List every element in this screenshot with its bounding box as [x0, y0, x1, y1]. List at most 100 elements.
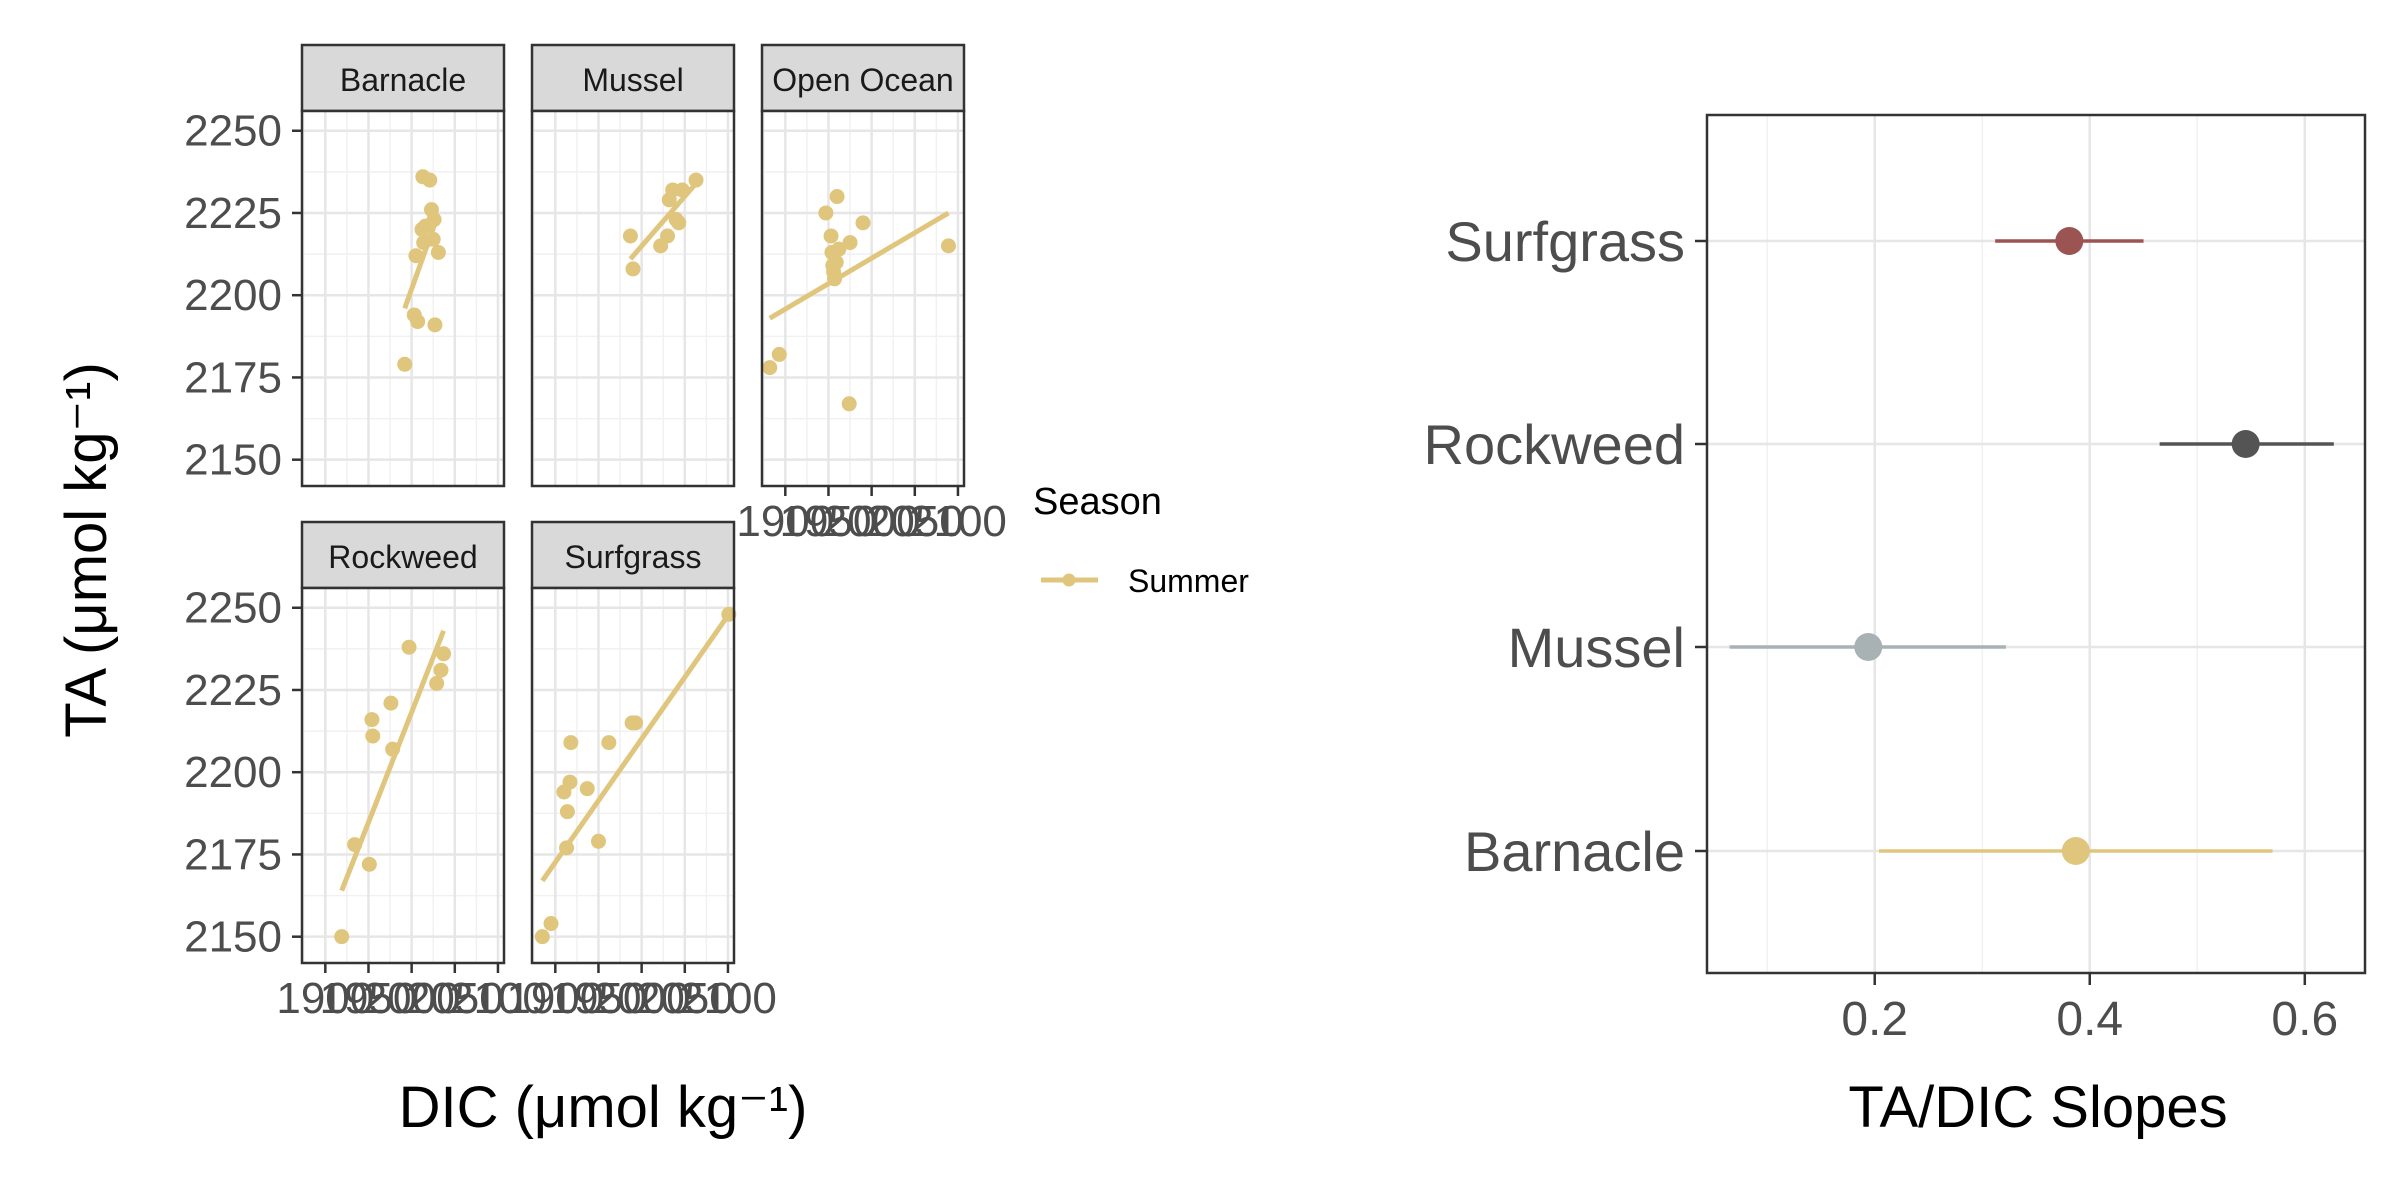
panel-mussel: Mussel: [530, 43, 736, 488]
y-tick-label: 2175: [184, 353, 282, 402]
point-mussel-1: [625, 261, 641, 277]
legend: Season Summer: [1033, 481, 1249, 599]
point-surfgrass-1: [543, 916, 559, 932]
point-barnacle-8: [422, 172, 438, 188]
y-tick-label: 2200: [184, 271, 282, 320]
point-estimate-mussel: [1854, 633, 1883, 661]
point-open-ocean-3: [823, 228, 839, 244]
x-tick-label: 2000: [823, 497, 921, 546]
y-tick-labels: 2150 2175 2200 2225 2250 2150 2175 2200 2225 2250: [184, 107, 282, 962]
strip-label-rockweed: Rockweed: [328, 539, 477, 575]
panel-rockweed: Rockweed: [292, 520, 506, 973]
slope-axis-title: TA/DIC Slopes: [1848, 1075, 2227, 1140]
y-tick-label: 2175: [184, 830, 282, 879]
point-surfgrass-5: [562, 774, 578, 790]
category-label-mussel: Mussel: [1508, 616, 1685, 679]
point-mussel-3: [660, 228, 676, 244]
point-estimate-barnacle: [2061, 837, 2090, 865]
y-tick-label: 2250: [184, 584, 282, 633]
point-surfgrass-0: [534, 929, 550, 945]
point-open-ocean-2: [818, 205, 834, 221]
point-open-ocean-9: [829, 189, 845, 205]
point-estimate-surfgrass: [2055, 227, 2084, 255]
point-mussel-9: [688, 172, 704, 188]
x-tick-label: 1950: [320, 974, 418, 1023]
point-barnacle-12: [427, 317, 443, 333]
y-tick-label: 2200: [184, 748, 282, 797]
point-barnacle-13: [430, 244, 446, 260]
point-barnacle-3: [410, 314, 426, 330]
estimate-surfgrass: [1995, 227, 2144, 255]
point-surfgrass-8: [590, 833, 606, 849]
estimate-rockweed: [2159, 430, 2334, 458]
point-surfgrass-9: [601, 735, 617, 751]
point-open-ocean-0: [762, 360, 778, 376]
point-surfgrass-4: [559, 804, 575, 820]
panel-border-surfgrass: [530, 586, 736, 965]
point-barnacle-2: [408, 248, 424, 264]
y-tick-label: 2150: [184, 436, 282, 485]
point-mussel-0: [622, 228, 638, 244]
estimate-mussel: [1729, 633, 2006, 661]
point-rockweed-9: [433, 662, 449, 678]
fit-line-barnacle: [402, 215, 440, 310]
strip-label-barnacle: Barnacle: [340, 62, 466, 98]
x-tick-label: 2100: [909, 497, 1007, 546]
strip-label-mussel: Mussel: [582, 62, 683, 98]
panel-barnacle: Barnacle: [292, 43, 506, 488]
x-tick-label: 2050: [636, 974, 734, 1023]
point-surfgrass-6: [563, 735, 579, 751]
panel-border-open-ocean: [760, 109, 966, 488]
category-label-surfgrass: Surfgrass: [1445, 210, 1685, 273]
point-estimate-rockweed: [2231, 430, 2260, 458]
point-open-ocean-13: [855, 215, 871, 231]
facet-panels: Barnacle Mussel Open Ocean Rockweed Surfgras…: [292, 43, 966, 973]
x-axis-title: DIC (μmol kg⁻¹): [399, 1075, 808, 1140]
point-surfgrass-3: [559, 840, 575, 856]
x-tick-label: 1900: [736, 497, 834, 546]
point-mussel-8: [674, 182, 690, 198]
point-open-ocean-1: [771, 346, 787, 362]
x-tick-label: 2100: [679, 974, 777, 1023]
y-tick-label: 2250: [184, 107, 282, 156]
panel-open-ocean: Open Ocean: [760, 43, 966, 496]
point-rockweed-2: [361, 856, 377, 872]
point-mussel-7: [671, 215, 687, 231]
point-surfgrass-7: [579, 781, 595, 797]
panel-surfgrass: Surfgrass: [530, 520, 737, 973]
point-rockweed-6: [385, 741, 401, 757]
x-tick-label: 1950: [780, 497, 878, 546]
x-tick-label: 1900: [276, 974, 374, 1023]
strip-open-ocean: [760, 43, 966, 113]
slope-panel-border: [1705, 113, 2367, 975]
point-rockweed-8: [429, 675, 445, 691]
panel-border-barnacle: [300, 109, 506, 488]
point-rockweed-5: [383, 695, 399, 711]
point-rockweed-3: [364, 712, 380, 728]
point-barnacle-11: [426, 212, 442, 228]
point-open-ocean-12: [842, 235, 858, 251]
point-surfgrass-12: [721, 606, 737, 622]
point-rockweed-4: [365, 728, 381, 744]
point-open-ocean-14: [940, 238, 956, 254]
legend-entry-summer: Summer: [1128, 563, 1249, 599]
point-open-ocean-11: [841, 396, 857, 412]
point-barnacle-10: [425, 231, 441, 247]
fit-line-surfgrass: [540, 612, 731, 883]
point-rockweed-0: [334, 929, 350, 945]
y-tick-label: 2150: [184, 913, 282, 962]
strip-label-surfgrass: Surfgrass: [565, 539, 702, 575]
panel-border-mussel: [530, 109, 736, 488]
point-open-ocean-7: [827, 271, 843, 287]
panel-border-rockweed: [300, 586, 506, 965]
slope-x-tick-label: 0.6: [2271, 993, 2338, 1046]
y-axis-title: TA (μmol kg⁻¹): [54, 362, 119, 738]
category-label-rockweed: Rockweed: [1424, 413, 1685, 476]
point-rockweed-7: [401, 639, 417, 655]
fit-line-open-ocean: [768, 210, 950, 321]
point-surfgrass-11: [628, 715, 644, 731]
point-open-ocean-10: [831, 241, 847, 257]
legend-key-point: [1062, 573, 1076, 587]
x-tick-label: 1950: [550, 974, 648, 1023]
x-tick-label: 2000: [363, 974, 461, 1023]
